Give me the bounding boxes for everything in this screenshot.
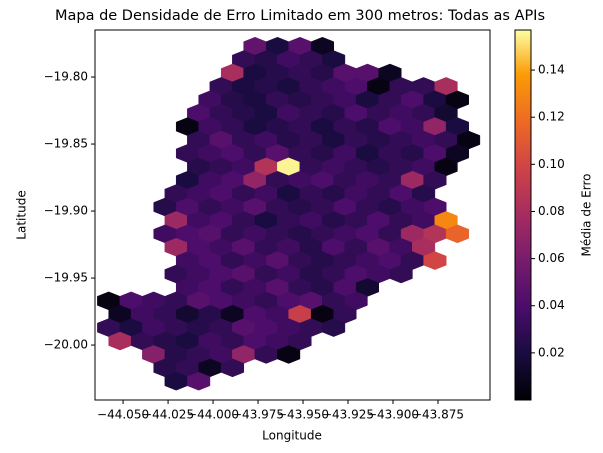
colorbar-tick-label: 0.10 — [538, 157, 565, 171]
x-tick-label: −43.925 — [322, 408, 374, 422]
colorbar-label: Média de Erro — [580, 174, 594, 257]
y-tick-label: −19.80 — [44, 70, 88, 84]
hex-cell — [220, 358, 245, 378]
x-tick-label: −44.000 — [187, 408, 239, 422]
x-axis-label: Longitude — [262, 429, 322, 443]
hex-cell — [277, 345, 301, 364]
y-tick-label: −19.90 — [44, 204, 88, 218]
colorbar-tick-label: 0.08 — [538, 204, 565, 218]
x-tick-label: −44.025 — [142, 408, 194, 422]
hex-cell — [445, 224, 469, 244]
hex-cell — [389, 264, 413, 284]
colorbar-tick-label: 0.04 — [538, 298, 565, 312]
x-tick-label: −43.900 — [367, 408, 419, 422]
chart-title: Mapa de Densidade de Erro Limitado em 30… — [55, 8, 545, 24]
x-tick-label: −43.875 — [412, 408, 464, 422]
colorbar-tick-label: 0.14 — [538, 63, 565, 77]
colorbar-tick-label: 0.02 — [538, 345, 565, 359]
x-tick-label: −44.050 — [97, 408, 149, 422]
hex-layer — [97, 36, 481, 391]
hex-cell — [423, 251, 447, 270]
y-tick-label: −20.00 — [44, 338, 88, 352]
hex-cell — [187, 371, 211, 391]
y-tick-label: −19.95 — [44, 271, 88, 285]
y-axis-label: Latitude — [15, 190, 29, 239]
y-tick-label: −19.85 — [44, 137, 88, 151]
colorbar-tick-label: 0.06 — [538, 251, 565, 265]
x-tick-label: −43.975 — [232, 408, 284, 422]
hex-cell — [322, 318, 346, 337]
x-tick-label: −43.950 — [277, 408, 329, 422]
axes-frame — [94, 29, 491, 401]
colorbar — [514, 29, 532, 401]
colorbar-tick-label: 0.12 — [538, 110, 565, 124]
